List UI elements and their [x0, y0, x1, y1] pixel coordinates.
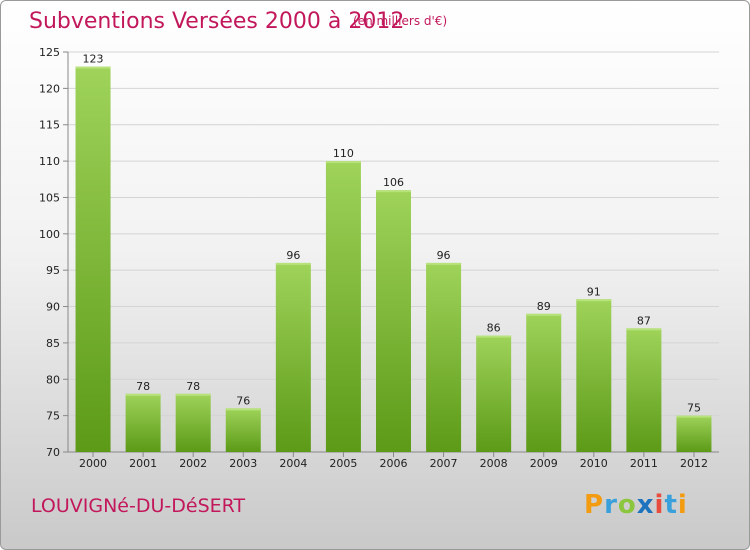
data-label: 86 [487, 322, 501, 335]
y-tick-label: 120 [39, 82, 60, 95]
bar-2009[interactable] [526, 313, 562, 452]
bar-2010[interactable] [576, 299, 612, 452]
bar-highlight [275, 262, 311, 265]
chart-subtitle: (en milliers d'€) [353, 14, 448, 28]
data-label: 91 [587, 285, 601, 298]
y-tick-label: 95 [46, 264, 60, 277]
bar-2008[interactable] [476, 335, 512, 452]
y-tick-label: 75 [46, 410, 60, 423]
bar-2001[interactable] [125, 393, 161, 452]
y-tick-label: 115 [39, 119, 60, 132]
data-label: 110 [333, 147, 354, 160]
x-tick-label: 2001 [129, 457, 157, 470]
x-tick-label: 2010 [580, 457, 608, 470]
bar-highlight [175, 393, 211, 396]
bar-highlight [125, 393, 161, 396]
bars [75, 66, 712, 452]
x-tick-label: 2000 [79, 457, 107, 470]
bar-highlight [626, 328, 662, 331]
x-tick-label: 2011 [630, 457, 658, 470]
data-label: 96 [286, 249, 300, 262]
x-tick-label: 2002 [179, 457, 207, 470]
x-tick-label: 2012 [680, 457, 708, 470]
data-label: 123 [83, 53, 104, 66]
bar-highlight [426, 262, 462, 265]
data-label: 106 [383, 176, 404, 189]
y-tick-label: 80 [46, 373, 60, 386]
bar-highlight [526, 313, 562, 316]
y-tick-label: 85 [46, 337, 60, 350]
x-tick-label: 2003 [229, 457, 257, 470]
y-tick-label: 110 [39, 155, 60, 168]
data-label: 76 [236, 394, 250, 407]
data-label: 78 [136, 380, 150, 393]
proxiti-logo[interactable]: Proxiti [584, 490, 688, 520]
bar-2000[interactable] [75, 66, 111, 452]
data-label: 96 [437, 249, 451, 262]
y-tick-label: 105 [39, 191, 60, 204]
x-tick-label: 2005 [329, 457, 357, 470]
y-tick-label: 90 [46, 301, 60, 314]
commune-name: LOUVIGNé-DU-DéSERT [31, 495, 246, 517]
x-tick-label: 2008 [480, 457, 508, 470]
labels: 70 75 80 85 90 95 100 105 110 115 120 125 2000 123 200… [39, 46, 708, 470]
bar-2011[interactable] [626, 328, 662, 452]
bar-2002[interactable] [175, 393, 211, 452]
y-tick-label: 100 [39, 228, 60, 241]
x-tick-label: 2007 [430, 457, 458, 470]
bar-2004[interactable] [275, 262, 311, 452]
bar-2006[interactable] [376, 190, 411, 452]
y-tick-label: 70 [46, 446, 60, 459]
bar-highlight [75, 66, 111, 69]
chart-title: Subventions Versées 2000 à 2012 [29, 9, 405, 34]
bar-2003[interactable] [225, 408, 261, 452]
bar-highlight [376, 190, 411, 193]
data-label: 89 [537, 300, 551, 313]
data-label: 75 [687, 402, 701, 415]
data-label: 78 [186, 380, 200, 393]
bar-highlight [225, 408, 261, 411]
bar-2007[interactable] [426, 262, 462, 452]
bar-highlight [325, 161, 361, 164]
bar-highlight [476, 335, 512, 338]
x-tick-label: 2004 [279, 457, 307, 470]
bar-2005[interactable] [325, 161, 361, 452]
data-label: 87 [637, 314, 651, 327]
y-tick-label: 125 [39, 46, 60, 59]
x-tick-label: 2006 [380, 457, 408, 470]
bar-2012[interactable] [676, 415, 712, 452]
x-tick-label: 2009 [530, 457, 558, 470]
bar-highlight [576, 299, 612, 302]
bar-highlight [676, 415, 712, 418]
